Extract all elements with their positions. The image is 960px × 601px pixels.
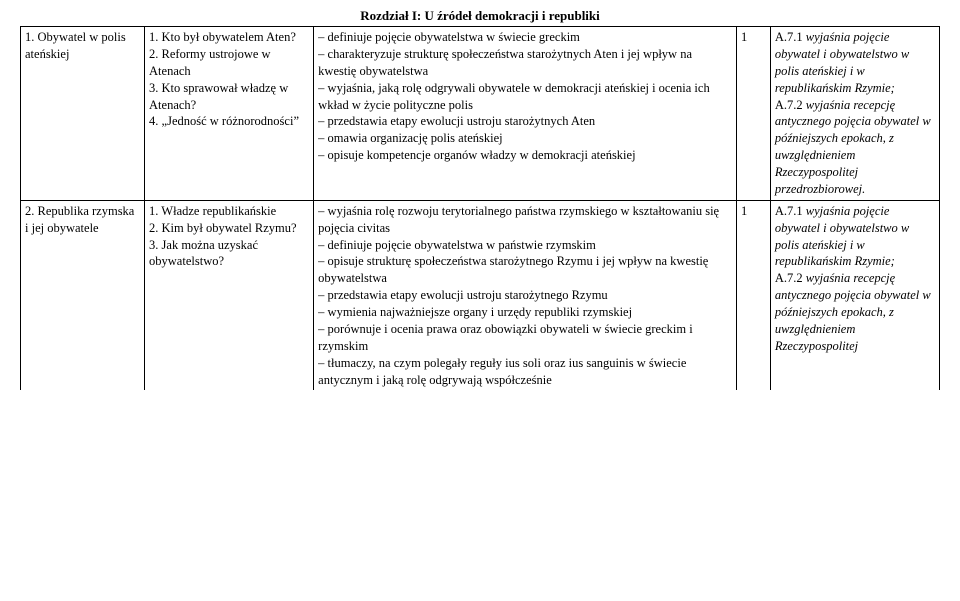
cell-standards: A.7.1 wyjaśnia pojęcie obywatel i obywat… (770, 27, 939, 201)
table-row: 1. Obywatel w polis ateńskiej 1. Kto był… (21, 27, 940, 201)
cell-subtopics: 1. Kto był obywatelem Aten? 2. Reformy u… (145, 27, 314, 201)
std-text: wyjaśnia recepcję antycznego pojęcia oby… (775, 98, 931, 196)
cell-subtopics: 1. Władze republikańskie 2. Kim był obyw… (145, 200, 314, 390)
std-code: A.7.2 (775, 98, 806, 112)
page-root: Rozdział I: U źródeł demokracji i republ… (0, 0, 960, 398)
cell-standards: A.7.1 wyjaśnia pojęcie obywatel i obywat… (770, 200, 939, 390)
cell-count: 1 (737, 27, 771, 201)
cell-topic: 1. Obywatel w polis ateńskiej (21, 27, 145, 201)
table-row: 2. Republika rzymska i jej obywatele 1. … (21, 200, 940, 390)
std-code: A.7.1 (775, 30, 806, 44)
cell-count: 1 (737, 200, 771, 390)
cell-details: – definiuje pojęcie obywatelstwa w świec… (314, 27, 737, 201)
std-code: A.7.1 (775, 204, 806, 218)
std-code: A.7.2 (775, 271, 806, 285)
cell-topic: 2. Republika rzymska i jej obywatele (21, 200, 145, 390)
section-title: Rozdział I: U źródeł demokracji i republ… (20, 8, 940, 24)
curriculum-table: 1. Obywatel w polis ateńskiej 1. Kto był… (20, 26, 940, 390)
cell-details: – wyjaśnia rolę rozwoju terytorialnego p… (314, 200, 737, 390)
